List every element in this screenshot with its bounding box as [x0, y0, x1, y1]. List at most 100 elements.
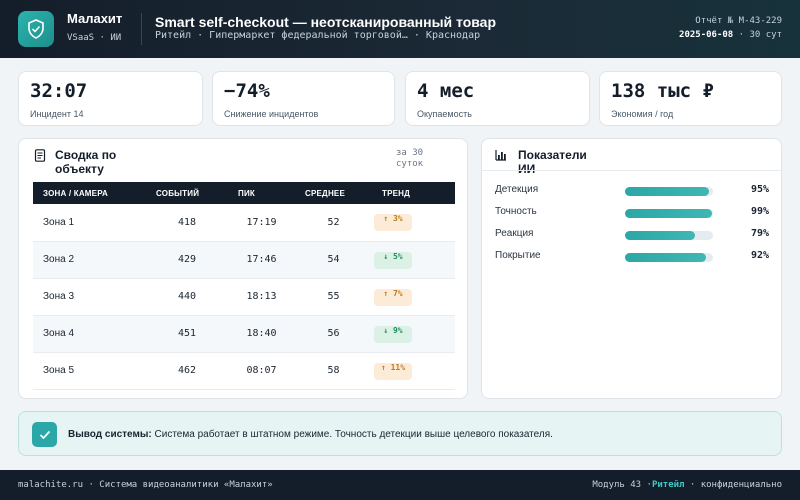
- app-footer: malachite.ru · Система видеоаналитики «М…: [0, 470, 800, 500]
- cell-zone: Зона 3: [33, 278, 146, 316]
- metric-value: 92%: [750, 250, 769, 261]
- cell-zone: Зона 5: [33, 352, 146, 390]
- table-row[interactable]: Зона 2 429 17:46 54 ↓ 5%: [33, 241, 455, 279]
- kpi-card-savings: 138 тыс ₽ Экономия / год: [599, 71, 782, 126]
- metric-bar: [625, 253, 713, 262]
- kpi-value: −74%: [224, 80, 270, 102]
- kpi-label: Снижение инцидентов: [224, 109, 319, 119]
- cell-avg: 55: [295, 278, 372, 316]
- footer-module: Модуль 43 ·: [592, 480, 652, 490]
- trend-badge: ↓ 5%: [374, 251, 412, 269]
- cell-avg: 56: [295, 315, 372, 353]
- cell-trend: ↓ 5%: [372, 241, 455, 279]
- footer-left: malachite.ru · Система видеоаналитики «М…: [18, 480, 273, 490]
- metric-label: Точность: [495, 206, 537, 217]
- cell-events: 440: [146, 278, 228, 316]
- footer-segment: Ритейл: [651, 480, 685, 490]
- summary-table: ЗОНА / КАМЕРА СОБЫТИЙ ПИК СРЕДНЕЕ ТРЕНД …: [33, 182, 455, 390]
- kpi-label: Экономия / год: [611, 109, 674, 119]
- cell-events: 418: [146, 204, 228, 242]
- trend-badge: ↑ 11%: [374, 362, 412, 380]
- kpi-label: Инцидент 14: [30, 109, 84, 119]
- document-icon: [34, 149, 46, 162]
- metric-bar-fill: [625, 231, 695, 240]
- cell-events: 451: [146, 315, 228, 353]
- metric-bar-fill: [625, 253, 706, 262]
- cell-peak: 18:13: [228, 278, 295, 316]
- conclusion-label: Вывод системы:: [68, 429, 152, 440]
- kpi-card-payback: 4 мес Окупаемость: [405, 71, 590, 126]
- kpi-card-reduction: −74% Снижение инцидентов: [212, 71, 395, 126]
- kpi-value: 138 тыс ₽: [611, 80, 714, 102]
- table-row[interactable]: Зона 5 462 08:07 58 ↑ 11%: [33, 352, 455, 390]
- bar-chart-icon: [495, 150, 506, 161]
- header-divider: [141, 13, 142, 45]
- trend-badge: ↑ 3%: [374, 214, 412, 232]
- logo: [18, 11, 54, 47]
- metric-bar: [625, 209, 713, 218]
- column-header: ТРЕНД: [382, 188, 411, 198]
- page-title: Smart self-checkout — неотсканированный …: [155, 14, 497, 30]
- summary-period: за 30 суток: [396, 148, 424, 169]
- metric-bar-fill: [625, 187, 709, 196]
- cell-events: 429: [146, 241, 228, 279]
- column-header: ЗОНА / КАМЕРА: [43, 188, 109, 198]
- conclusion-text: Вывод системы: Система работает в штатно…: [68, 429, 553, 440]
- kpi-value: 4 мес: [417, 80, 475, 102]
- brand-name: Малахит: [67, 11, 123, 26]
- ai-metrics-title: Показатели ИИ: [518, 148, 587, 176]
- metric-bar: [625, 187, 713, 196]
- system-conclusion: Вывод системы: Система работает в штатно…: [18, 411, 782, 456]
- column-header: ПИК: [238, 188, 255, 198]
- metric-row-accuracy: Точность 99%: [495, 206, 769, 220]
- brand-subtitle: VSaaS · ИИ: [67, 33, 122, 43]
- cell-zone: Зона 4: [33, 315, 146, 353]
- report-period: · 30 сут: [738, 30, 782, 40]
- cell-peak: 17:46: [228, 241, 295, 279]
- metric-row-detection: Детекция 95%: [495, 184, 769, 198]
- app-header: Малахит VSaaS · ИИ Smart self-checkout —…: [0, 0, 800, 58]
- cell-zone: Зона 1: [33, 204, 146, 242]
- summary-title: Сводка по объекту: [55, 148, 117, 176]
- shield-check-icon: [28, 19, 44, 39]
- footer-confidential: · конфиденциально: [689, 480, 782, 490]
- trend-badge: ↓ 9%: [374, 325, 412, 343]
- metric-label: Детекция: [495, 184, 539, 195]
- cell-peak: 17:19: [228, 204, 295, 242]
- summary-panel: Сводка по объекту за 30 суток ЗОНА / КАМ…: [18, 138, 468, 399]
- cell-avg: 54: [295, 241, 372, 279]
- cell-zone: Зона 2: [33, 241, 146, 279]
- metric-row-coverage: Покрытие 92%: [495, 250, 769, 264]
- column-header: СОБЫТИЙ: [156, 188, 200, 198]
- cell-peak: 18:40: [228, 315, 295, 353]
- table-row[interactable]: Зона 4 451 18:40 56 ↓ 9%: [33, 315, 455, 353]
- metric-label: Покрытие: [495, 250, 541, 261]
- table-header-row: ЗОНА / КАМЕРА СОБЫТИЙ ПИК СРЕДНЕЕ ТРЕНД: [33, 182, 455, 204]
- metric-bar: [625, 231, 713, 240]
- metric-value: 95%: [750, 184, 769, 195]
- footer-right: Модуль 43 ·Ритейл · конфиденциально: [592, 480, 782, 490]
- table-row[interactable]: Зона 3 440 18:13 55 ↑ 7%: [33, 278, 455, 316]
- cell-trend: ↓ 9%: [372, 315, 455, 353]
- cell-trend: ↑ 11%: [372, 352, 455, 390]
- metric-value: 79%: [750, 228, 769, 239]
- kpi-label: Окупаемость: [417, 109, 472, 119]
- cell-trend: ↑ 7%: [372, 278, 455, 316]
- ai-metrics-panel: Показатели ИИ Детекция 95% Точность 99% …: [481, 138, 782, 399]
- report-date: 2025-06-08: [679, 30, 734, 40]
- cell-peak: 08:07: [228, 352, 295, 390]
- check-badge: [32, 422, 57, 447]
- report-id: Отчёт № М-43-229: [695, 16, 782, 26]
- metric-label: Реакция: [495, 228, 534, 239]
- report-info: Отчёт № М-43-229 2025-06-08 · 30 сут: [672, 14, 782, 42]
- trend-badge: ↑ 7%: [374, 288, 412, 306]
- page-subtitle: Ритейл · Гипермаркет федеральной торгово…: [155, 30, 481, 41]
- metric-bar-fill: [625, 209, 713, 218]
- table-row[interactable]: Зона 1 418 17:19 52 ↑ 3%: [33, 204, 455, 242]
- cell-events: 462: [146, 352, 228, 390]
- metric-value: 99%: [750, 206, 769, 217]
- cell-avg: 58: [295, 352, 372, 390]
- conclusion-message: Система работает в штатном режиме. Точно…: [154, 429, 553, 440]
- column-header: СРЕДНЕЕ: [305, 188, 345, 198]
- cell-trend: ↑ 3%: [372, 204, 455, 242]
